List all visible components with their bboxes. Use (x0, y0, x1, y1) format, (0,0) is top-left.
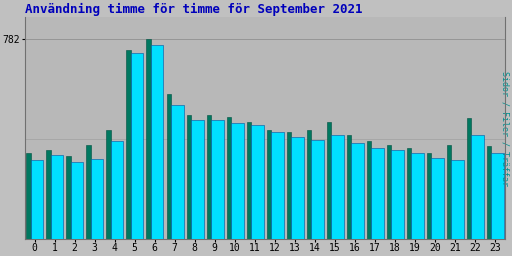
Bar (267, 130, 271, 239)
Bar (491, 153, 504, 239)
Bar (227, 117, 231, 239)
Bar (471, 135, 484, 239)
Bar (186, 114, 191, 239)
Bar (151, 45, 163, 239)
Bar (106, 130, 111, 239)
Bar (91, 159, 103, 239)
Bar (347, 135, 351, 239)
Bar (211, 120, 224, 239)
Bar (31, 160, 44, 239)
Bar (447, 145, 452, 239)
Bar (67, 156, 71, 239)
Bar (451, 161, 464, 239)
Bar (427, 153, 432, 239)
Bar (391, 150, 404, 239)
Bar (287, 132, 291, 239)
Bar (291, 137, 304, 239)
Bar (87, 145, 91, 239)
Bar (51, 155, 63, 239)
Bar (231, 123, 244, 239)
Bar (111, 141, 123, 239)
Bar (126, 50, 131, 239)
Bar (191, 120, 204, 239)
Bar (407, 148, 411, 239)
Bar (467, 118, 472, 239)
Bar (146, 39, 151, 239)
Bar (71, 163, 83, 239)
Bar (487, 146, 492, 239)
Text: Användning timme för timme för September 2021: Användning timme för timme för September… (25, 3, 362, 16)
Bar (247, 122, 251, 239)
Bar (271, 132, 284, 239)
Y-axis label: Sidor / Filer / Träffar: Sidor / Filer / Träffar (500, 71, 509, 186)
Bar (307, 130, 311, 239)
Bar (367, 141, 371, 239)
Bar (431, 158, 444, 239)
Bar (131, 53, 143, 239)
Bar (411, 153, 424, 239)
Bar (351, 143, 364, 239)
Bar (206, 114, 211, 239)
Bar (166, 94, 171, 239)
Bar (311, 140, 324, 239)
Bar (27, 153, 31, 239)
Bar (371, 148, 383, 239)
Bar (327, 122, 331, 239)
Bar (387, 145, 391, 239)
Bar (331, 135, 344, 239)
Bar (47, 150, 51, 239)
Bar (170, 105, 183, 239)
Bar (251, 125, 264, 239)
